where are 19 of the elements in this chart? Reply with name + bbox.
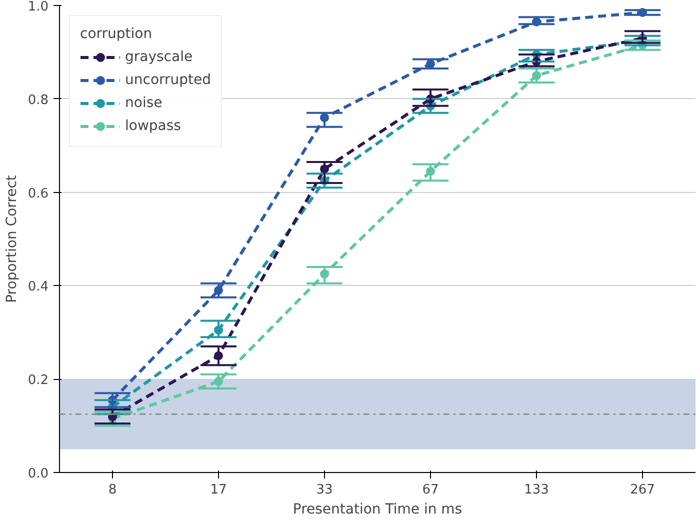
y-axis-title: Proportion Correct — [4, 174, 20, 303]
x-tick-label: 33 — [316, 482, 333, 498]
x-tick-label: 67 — [422, 482, 439, 498]
y-tick-label: 0.0 — [28, 466, 49, 482]
y-tick-label: 0.6 — [28, 186, 49, 202]
y-tick-label: 0.2 — [28, 373, 49, 388]
y-tick-label: 1.0 — [28, 0, 49, 14]
legend-label: grayscale — [125, 49, 193, 65]
legend-title: corruption — [80, 26, 154, 42]
y-tick-label: 0.4 — [28, 280, 49, 295]
legend-label: noise — [125, 95, 162, 111]
legend-label: uncorrupted — [125, 72, 212, 88]
y-tick-label: 0.8 — [28, 92, 49, 108]
x-tick-label: 8 — [108, 482, 117, 498]
x-axis-title: Presentation Time in ms — [292, 502, 462, 518]
x-tick-label: 17 — [210, 482, 227, 498]
x-tick-label: 133 — [524, 482, 549, 498]
legend-label: lowpass — [125, 118, 181, 134]
x-tick-label: 267 — [630, 482, 655, 498]
